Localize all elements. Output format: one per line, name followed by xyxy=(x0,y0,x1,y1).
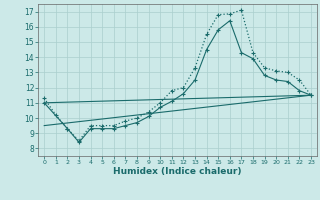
X-axis label: Humidex (Indice chaleur): Humidex (Indice chaleur) xyxy=(113,167,242,176)
